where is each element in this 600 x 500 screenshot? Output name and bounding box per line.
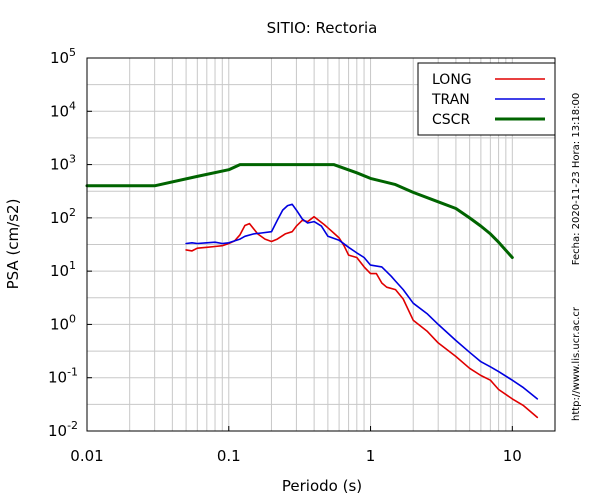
x-axis-title: Periodo (s)	[282, 477, 362, 495]
axis-ticks: 0.01 0.1 1 10 10-2 10-1 100 101 102 103 104 105	[48, 46, 522, 465]
x-tick-label: 0.1	[217, 447, 241, 465]
chart-title: SITIO: Rectoria	[267, 19, 378, 37]
y-tick-label: 10-1	[48, 366, 78, 387]
grid-lines	[87, 58, 555, 431]
y-tick-label: 10-2	[48, 419, 78, 440]
series-line-cscr	[85, 163, 514, 259]
y-tick-label: 102	[50, 206, 76, 227]
y-tick-label: 105	[50, 46, 76, 67]
plot-frame	[86, 57, 556, 432]
website-url: http://www.lis.ucr.ac.cr	[571, 306, 582, 421]
legend-label-cscr: CSCR	[432, 112, 470, 128]
x-tick-label: 0.01	[70, 447, 103, 465]
series-line-long	[185, 215, 539, 419]
y-tick-label: 101	[50, 259, 76, 280]
legend-label-long: LONG	[432, 72, 472, 88]
legend: LONG TRAN CSCR	[417, 62, 556, 136]
y-tick-label: 100	[50, 312, 76, 333]
x-tick-label: 1	[366, 447, 376, 465]
data-series	[85, 163, 539, 419]
y-axis-title: PSA (cm/s2)	[4, 199, 22, 290]
date-time-label: Fecha: 2020-11-23 Hora: 13:18:00	[571, 93, 582, 266]
x-tick-label: 10	[503, 447, 522, 465]
series-line-tran	[185, 203, 539, 400]
y-tick-label: 104	[50, 99, 76, 120]
y-tick-label: 103	[50, 153, 76, 174]
legend-label-tran: TRAN	[431, 92, 470, 108]
